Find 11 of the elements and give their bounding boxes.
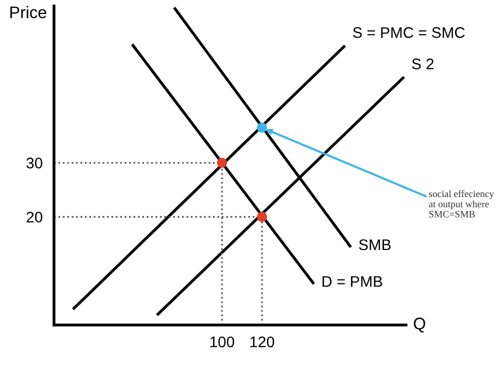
series-label: SMB	[359, 239, 391, 250]
x-tick-label: 120	[250, 336, 274, 348]
y-tick-label: 20	[26, 212, 42, 223]
x-tick-label: 100	[210, 336, 234, 348]
series-label: D = PMB	[322, 276, 382, 287]
series-label: S 2	[412, 58, 434, 70]
annotation: social effeciency at output where SMC=SMB	[429, 190, 494, 218]
x-axis-title: Q	[414, 318, 426, 332]
y-tick-label: 30	[26, 158, 42, 168]
y-axis-title: Price	[10, 6, 46, 18]
series-label: S = PMC = SMC	[353, 27, 465, 38]
